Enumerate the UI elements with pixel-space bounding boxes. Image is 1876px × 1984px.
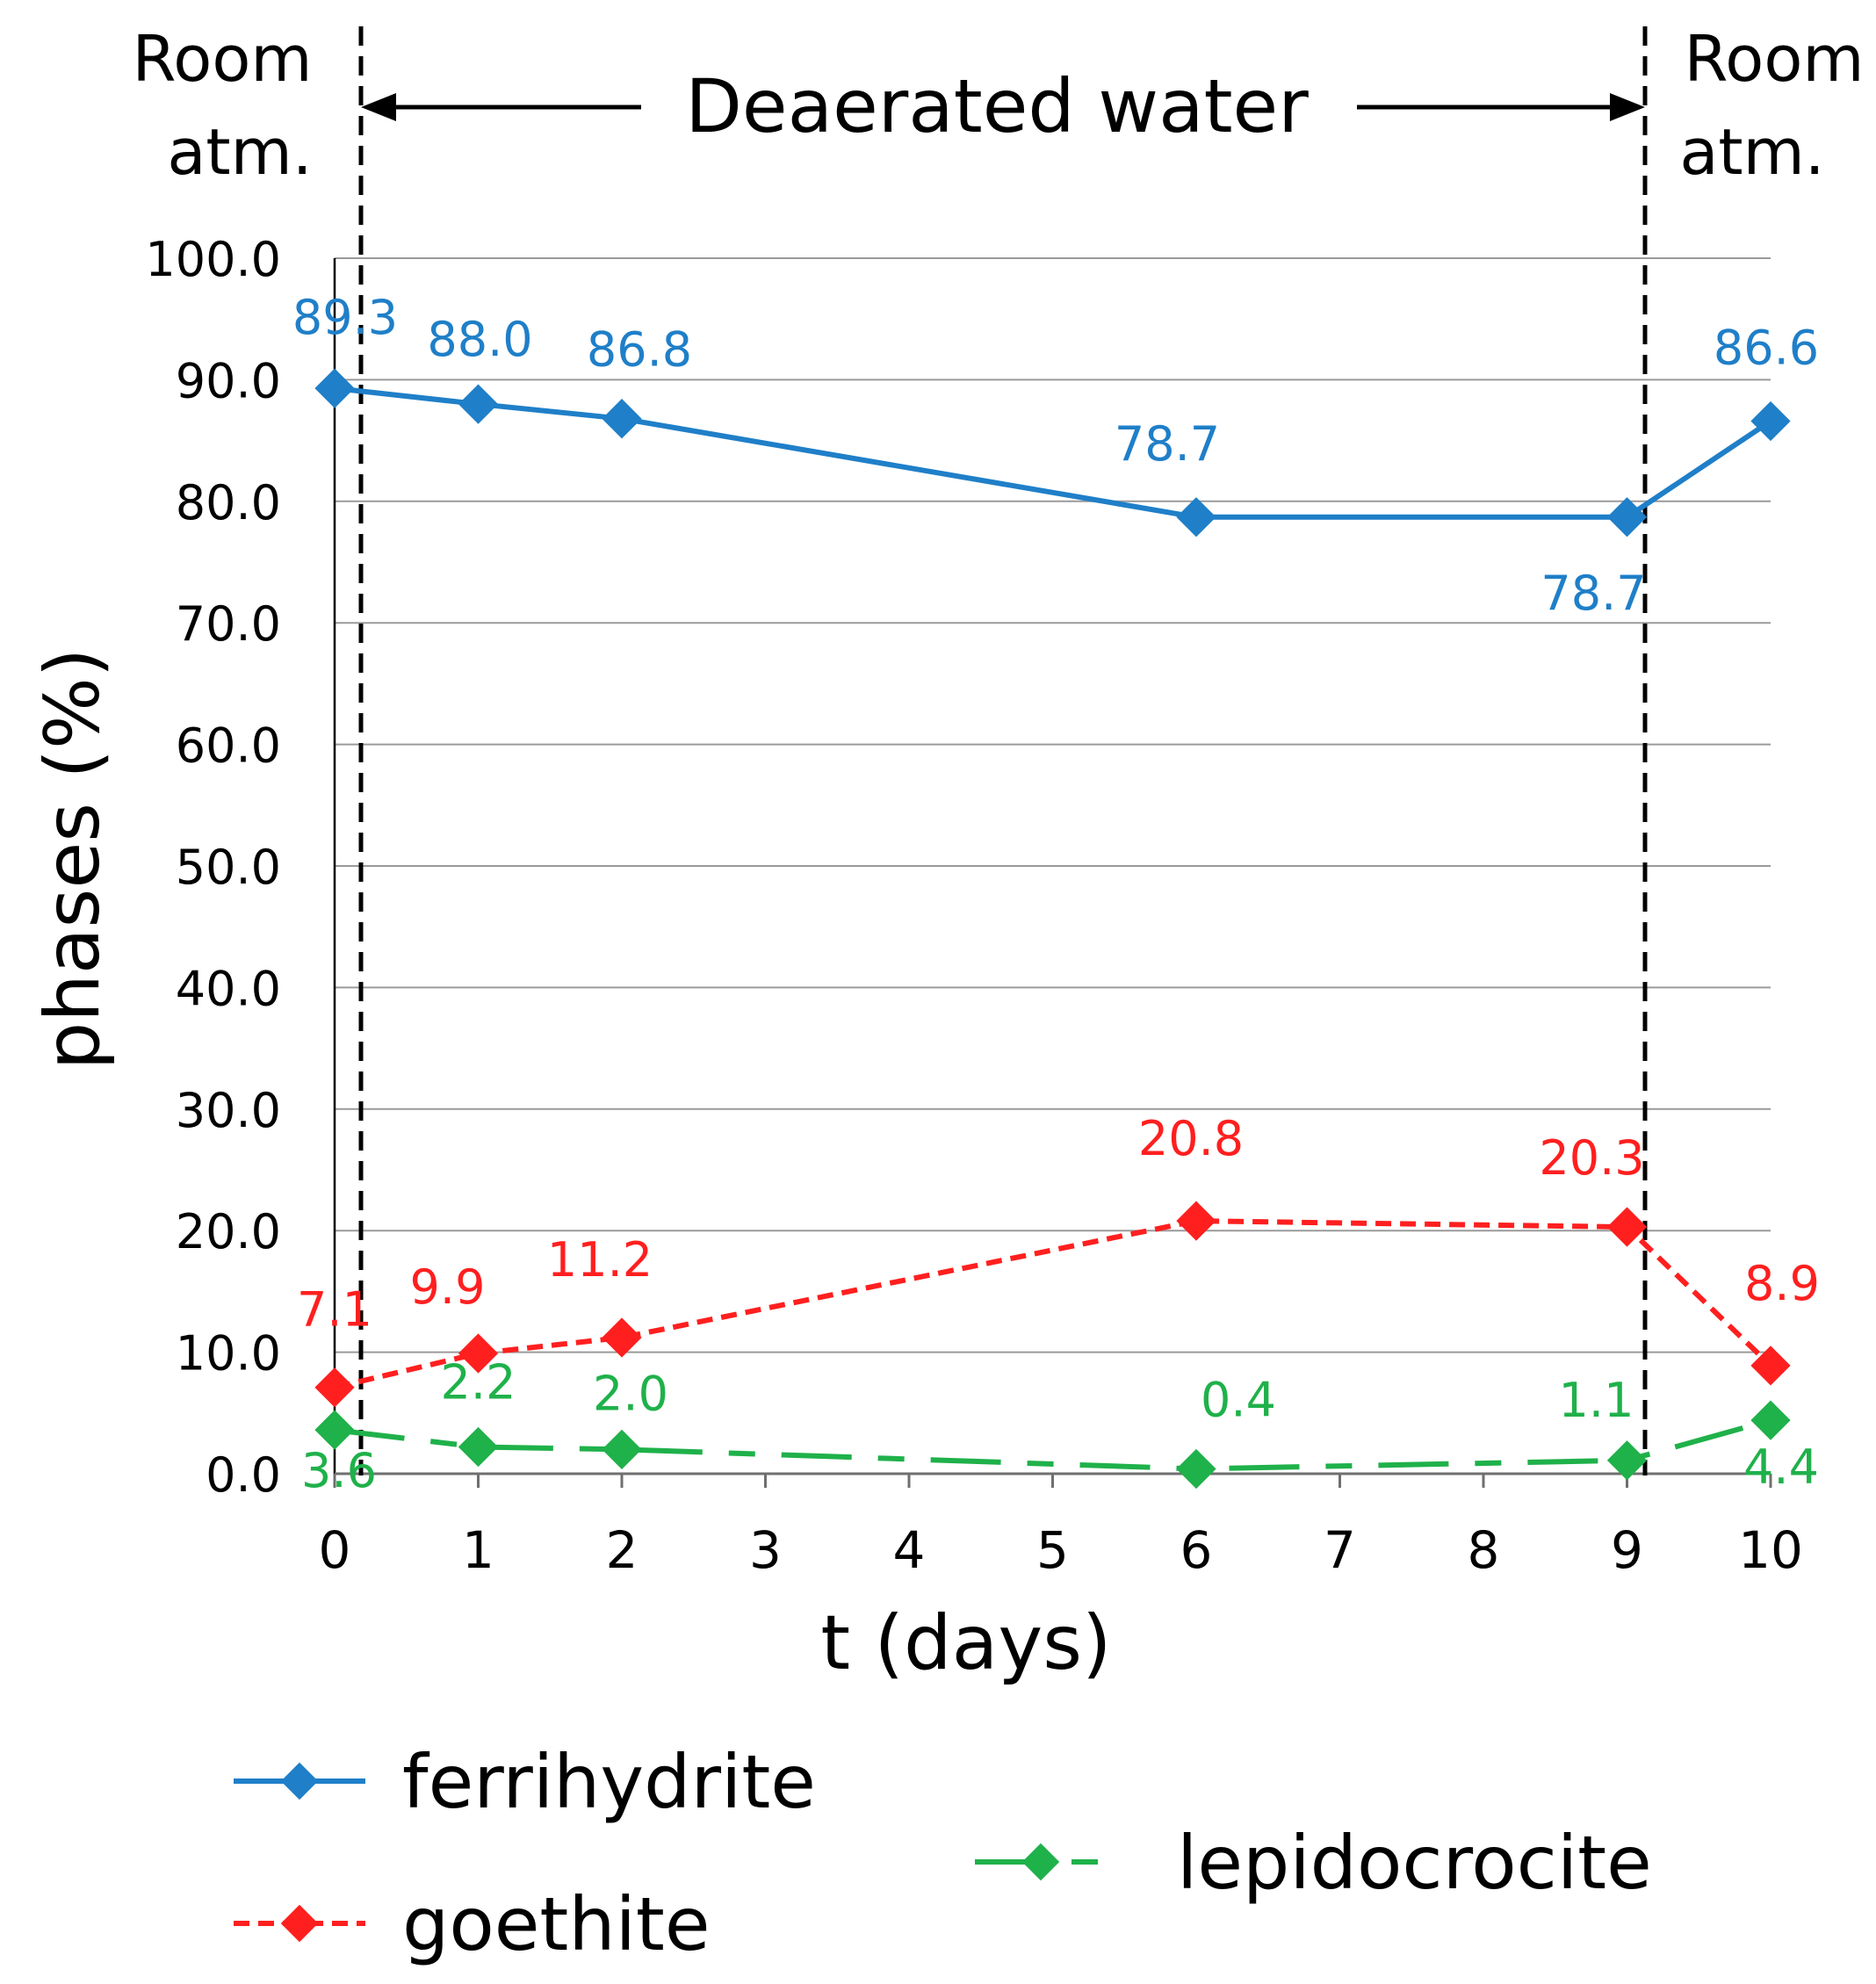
x-tick-label-5: 5 [1036, 1520, 1069, 1580]
y-tick-label-10: 100.0 [145, 232, 281, 287]
marker-goethite-1 [458, 1333, 499, 1374]
data-label-lepidocrocite-2: 2.0 [593, 1366, 668, 1421]
data-label-ferrihydrite-5: 86.6 [1714, 320, 1819, 375]
x-tick-label-7: 7 [1324, 1520, 1356, 1580]
marker-goethite-2 [602, 1317, 642, 1358]
x-tick-label-8: 8 [1468, 1520, 1500, 1580]
y-axis-title: phases (%) [29, 648, 117, 1070]
legend-marker-ferrihydrite [280, 1762, 319, 1800]
legend-label-goethite: goethite [402, 1881, 711, 1967]
data-labels: 89.3 88.0 86.8 78.7 78.7 86.6 7.1 9.9 11.2 20.8 20… [292, 290, 1820, 1498]
y-tick-label-8: 80.0 [176, 475, 281, 530]
data-label-goethite-1: 9.9 [410, 1259, 486, 1315]
series-line-goethite [334, 1218, 1773, 1390]
data-label-ferrihydrite-1: 88.0 [427, 312, 532, 367]
x-tick-label-4: 4 [893, 1520, 926, 1580]
grid-lines [335, 257, 1771, 1353]
data-label-goethite-5: 8.9 [1744, 1256, 1820, 1311]
series-line-lepidocrocite [334, 1418, 1771, 1472]
x-tick-label-6: 6 [1180, 1520, 1213, 1580]
data-label-ferrihydrite-4: 78.7 [1540, 566, 1646, 621]
marker-ferrihydrite-2 [602, 399, 642, 439]
data-label-ferrihydrite-2: 86.8 [587, 322, 692, 378]
y-tick-label-1: 10.0 [176, 1326, 281, 1382]
marker-ferrihydrite-5 [1750, 400, 1791, 442]
y-tick-label-5: 50.0 [176, 840, 281, 895]
data-label-goethite-2: 11.2 [547, 1232, 653, 1288]
legend-marker-goethite [280, 1904, 319, 1943]
marker-lepidocrocite-1 [458, 1426, 499, 1468]
x-tick-label-2: 2 [606, 1520, 639, 1580]
y-tick-label-9: 90.0 [176, 353, 281, 408]
right-region-label-line1: Room [1684, 22, 1864, 96]
marker-lepidocrocite-3 [1176, 1448, 1216, 1490]
y-tick-label-7: 70.0 [176, 596, 281, 652]
data-label-goethite-0: 7.1 [297, 1282, 372, 1338]
x-tick-label-1: 1 [462, 1520, 494, 1580]
x-tick-label-10: 10 [1738, 1520, 1803, 1580]
x-tick-label-3: 3 [749, 1520, 782, 1580]
marker-ferrihydrite-3 [1176, 497, 1216, 537]
data-label-ferrihydrite-3: 78.7 [1115, 416, 1220, 472]
data-label-lepidocrocite-0: 3.6 [301, 1443, 377, 1498]
marker-goethite-0 [314, 1367, 355, 1408]
y-tick-label-4: 40.0 [176, 961, 281, 1016]
x-axis-title: t (days) [820, 1599, 1111, 1687]
data-label-lepidocrocite-1: 2.2 [441, 1355, 516, 1410]
x-tick-label-9: 9 [1611, 1520, 1643, 1580]
left-region-label-line2: atm. [167, 115, 312, 189]
data-label-goethite-3: 20.8 [1138, 1111, 1244, 1166]
marker-ferrihydrite-1 [458, 384, 499, 424]
legend-label-ferrihydrite: ferrihydrite [402, 1739, 816, 1825]
left-region-label-line1: Room [132, 22, 312, 96]
y-tick-label-0: 0.0 [206, 1447, 281, 1503]
arrow-right-head [1610, 93, 1645, 121]
data-label-ferrihydrite-0: 89.3 [292, 290, 398, 345]
y-tick-label-3: 30.0 [176, 1083, 281, 1138]
marker-ferrihydrite-0 [314, 368, 355, 408]
middle-region-label: Deaerated water [685, 63, 1309, 149]
data-label-lepidocrocite-3: 0.4 [1201, 1372, 1276, 1427]
arrow-left-head [361, 93, 396, 121]
region-markers [358, 26, 1648, 1475]
series-group [314, 368, 1791, 1490]
legend-label-lepidocrocite: lepidocrocite [1177, 1820, 1652, 1906]
data-label-lepidocrocite-4: 1.1 [1559, 1373, 1634, 1428]
marker-goethite-5 [1750, 1346, 1791, 1386]
data-label-goethite-4: 20.3 [1539, 1130, 1644, 1186]
series-line-ferrihydrite [334, 386, 1772, 520]
marker-lepidocrocite-4 [1606, 1440, 1648, 1481]
marker-goethite-3 [1176, 1201, 1216, 1241]
legend-marker-lepidocrocite [1021, 1843, 1060, 1881]
marker-ferrihydrite-4 [1606, 497, 1648, 537]
right-region-label-line2: atm. [1679, 115, 1824, 189]
data-label-lepidocrocite-5: 4.4 [1743, 1439, 1819, 1495]
marker-lepidocrocite-2 [602, 1429, 642, 1469]
marker-lepidocrocite-5 [1750, 1400, 1791, 1440]
y-tick-label-2: 20.0 [176, 1204, 281, 1259]
x-axis: 0 1 2 3 4 5 6 7 8 9 10 [319, 1472, 1803, 1580]
y-tick-label-6: 60.0 [176, 718, 281, 774]
y-axis: 0.0 10.0 20.0 30.0 40.0 50.0 60.0 70.0 80.0 90.0 1… [145, 232, 336, 1503]
x-tick-label-0: 0 [319, 1520, 351, 1580]
legend: ferrihydrite goethite lepidocrocite [234, 1739, 1652, 1967]
marker-goethite-4 [1606, 1207, 1648, 1247]
